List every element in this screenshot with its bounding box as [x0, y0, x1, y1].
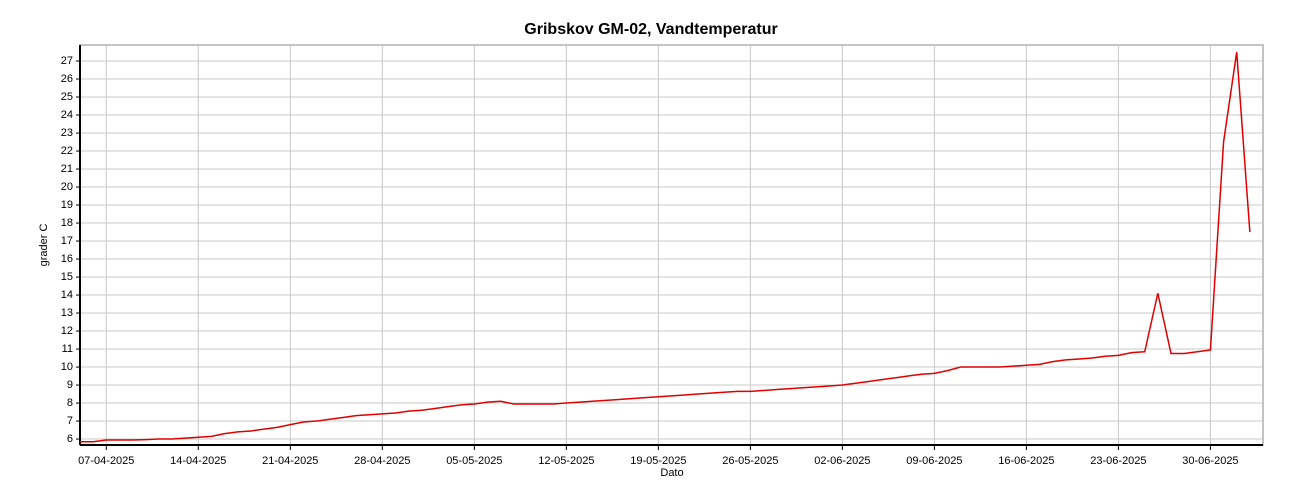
x-tick-label: 07-04-2025 [78, 455, 134, 467]
y-tick-label: 15 [61, 271, 73, 283]
y-tick-label: 6 [67, 433, 73, 445]
y-tick-label: 13 [61, 307, 73, 319]
y-tick-label: 23 [61, 127, 73, 139]
y-tick-label: 16 [61, 253, 73, 265]
y-tick-label: 27 [61, 55, 73, 67]
y-tick-label: 7 [67, 415, 73, 427]
y-tick-label: 22 [61, 145, 73, 157]
x-tick-label: 09-06-2025 [906, 455, 962, 467]
x-tick-label: 02-06-2025 [814, 455, 870, 467]
x-tick-label: 05-05-2025 [446, 455, 502, 467]
y-tick-label: 10 [61, 361, 73, 373]
x-tick-label: 19-05-2025 [630, 455, 686, 467]
x-tick-label: 23-06-2025 [1090, 455, 1146, 467]
y-tick-label: 20 [61, 181, 73, 193]
x-tick-label: 14-04-2025 [170, 455, 226, 467]
y-tick-label: 21 [61, 163, 73, 175]
y-tick-label: 18 [61, 217, 73, 229]
x-tick-label: 21-04-2025 [262, 455, 318, 467]
plot-area [79, 44, 1264, 446]
y-tick-label: 14 [61, 289, 73, 301]
y-tick-label: 9 [67, 379, 73, 391]
x-tick-label: 12-05-2025 [538, 455, 594, 467]
y-tick-label: 19 [61, 199, 73, 211]
x-tick-label: 30-06-2025 [1182, 455, 1238, 467]
y-tick-label: 11 [62, 343, 73, 355]
y-tick-label: 8 [67, 397, 73, 409]
y-tick-label: 17 [61, 235, 73, 247]
y-axis-label: grader C [38, 224, 50, 267]
y-tick-label: 26 [61, 73, 73, 85]
y-tick-label: 25 [61, 91, 73, 103]
chart-title: Gribskov GM-02, Vandtemperatur [524, 21, 777, 38]
y-tick-label: 24 [61, 109, 73, 121]
x-tick-label: 28-04-2025 [354, 455, 410, 467]
data-line [80, 51, 1251, 443]
x-axis-label: Dato [660, 467, 683, 479]
x-tick-label: 16-06-2025 [998, 455, 1054, 467]
y-tick-label: 12 [61, 325, 73, 337]
x-tick-label: 26-05-2025 [722, 455, 778, 467]
